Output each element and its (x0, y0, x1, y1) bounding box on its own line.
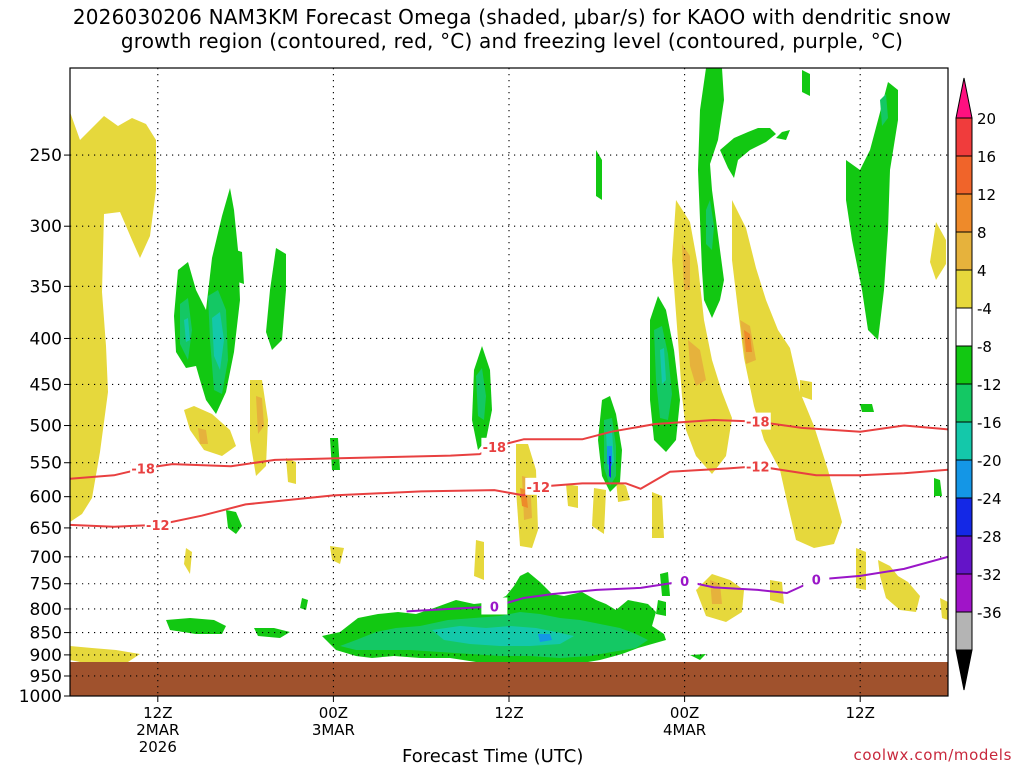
x-axis-title: Forecast Time (UTC) (402, 746, 584, 767)
colorbar-label: 4 (977, 262, 987, 280)
contour-label: -18 (483, 441, 507, 456)
omega-area-upward-left (70, 112, 156, 522)
contour-label-bg (671, 572, 698, 590)
chart-title-line-1: 2026030206 NAM3KM Forecast Omega (shaded… (72, 5, 952, 29)
colorbar-label: -24 (977, 490, 1002, 508)
colorbar-segment (955, 193, 973, 233)
colorbar: 20 16 12 8 4 -4 -8 -12 -16 -20 -24 -28 -32 -36 (955, 77, 1002, 691)
x-tick-label: 00Z (670, 704, 699, 722)
colorbar-segment (955, 421, 973, 461)
colorbar-label: -16 (977, 414, 1002, 432)
contour-label: -18 (746, 416, 770, 431)
y-tick-label: 600 (30, 488, 62, 508)
colorbar-segment (955, 497, 973, 537)
colorbar-label: -36 (977, 604, 1002, 622)
contour-label-bg (803, 570, 830, 588)
colorbar-label: 16 (977, 148, 996, 166)
colorbar-segment (955, 611, 973, 651)
colorbar-label: -20 (977, 452, 1002, 470)
contour-label: 0 (680, 575, 689, 590)
colorbar-top-arrow (955, 77, 973, 119)
pressure-axis: 2503003504004505005506006507007508008509… (19, 146, 70, 707)
x-tick-label: 2026 (139, 738, 177, 756)
colorbar-segment (955, 345, 973, 385)
y-tick-label: 1000 (19, 687, 62, 707)
contour-label-bg (130, 459, 157, 477)
y-tick-label: 850 (30, 624, 62, 644)
colorbar-label: -4 (977, 300, 992, 318)
contour-label-bg (744, 457, 771, 475)
contour-label-bg (481, 597, 508, 615)
contour-label-bg (744, 412, 771, 430)
y-tick-label: 800 (30, 600, 62, 620)
x-tick-label: 3MAR (312, 721, 355, 739)
x-tick-label: 12Z (143, 704, 172, 722)
x-tick-label: 00Z (319, 704, 348, 722)
contour-label-bg (144, 515, 171, 533)
contour-label: 0 (812, 574, 821, 589)
y-tick-label: 900 (30, 646, 62, 666)
x-tick-label: 12Z (846, 704, 875, 722)
colorbar-segment (955, 231, 973, 271)
colorbar-bottom-arrow (955, 649, 973, 691)
y-tick-label: 550 (30, 454, 62, 474)
colorbar-label: -32 (977, 566, 1002, 584)
contour-label-bg (525, 477, 552, 495)
contour-label: 0 (490, 600, 499, 615)
contour-label: -12 (527, 481, 551, 496)
x-tick-label: 12Z (494, 704, 523, 722)
ground-below-surface (70, 662, 948, 696)
colorbar-segment (955, 573, 973, 613)
chart-title-line-2: growth region (contoured, red, °C) and f… (120, 29, 904, 53)
y-tick-label: 650 (30, 519, 62, 539)
colorbar-segment (955, 269, 973, 309)
colorbar-segment (955, 383, 973, 423)
x-tick-label: 2MAR (136, 721, 179, 739)
contour-label-bg (481, 437, 508, 455)
y-tick-label: 300 (30, 217, 62, 237)
y-tick-label: 400 (30, 329, 62, 349)
grid-lines (70, 68, 948, 696)
colorbar-label: -8 (977, 338, 992, 356)
colorbar-segment (955, 307, 973, 347)
contour-label: -18 (131, 462, 155, 477)
y-tick-label: 250 (30, 146, 62, 166)
contour-label: -12 (146, 519, 170, 534)
x-tick-label: 4MAR (663, 721, 706, 739)
y-tick-label: 950 (30, 667, 62, 687)
colorbar-label: -28 (977, 528, 1002, 546)
contour-lines: -18 -18 -18 -12 -12 -12 0 0 0 (70, 412, 948, 615)
y-tick-label: 700 (30, 548, 62, 568)
y-tick-label: 350 (30, 277, 62, 297)
contour-label: -12 (746, 460, 770, 475)
y-tick-label: 450 (30, 375, 62, 395)
colorbar-label: 8 (977, 224, 987, 242)
credit-text: coolwx.com/models (853, 746, 1012, 764)
colorbar-segment (955, 535, 973, 575)
colorbar-segment (955, 155, 973, 195)
colorbar-segment (955, 459, 973, 499)
colorbar-label: -12 (977, 376, 1002, 394)
colorbar-segment (955, 117, 973, 157)
omega-shading (70, 68, 948, 664)
colorbar-label: 12 (977, 186, 996, 204)
colorbar-label: 20 (977, 110, 996, 128)
y-tick-label: 500 (30, 417, 62, 437)
y-tick-label: 750 (30, 575, 62, 595)
